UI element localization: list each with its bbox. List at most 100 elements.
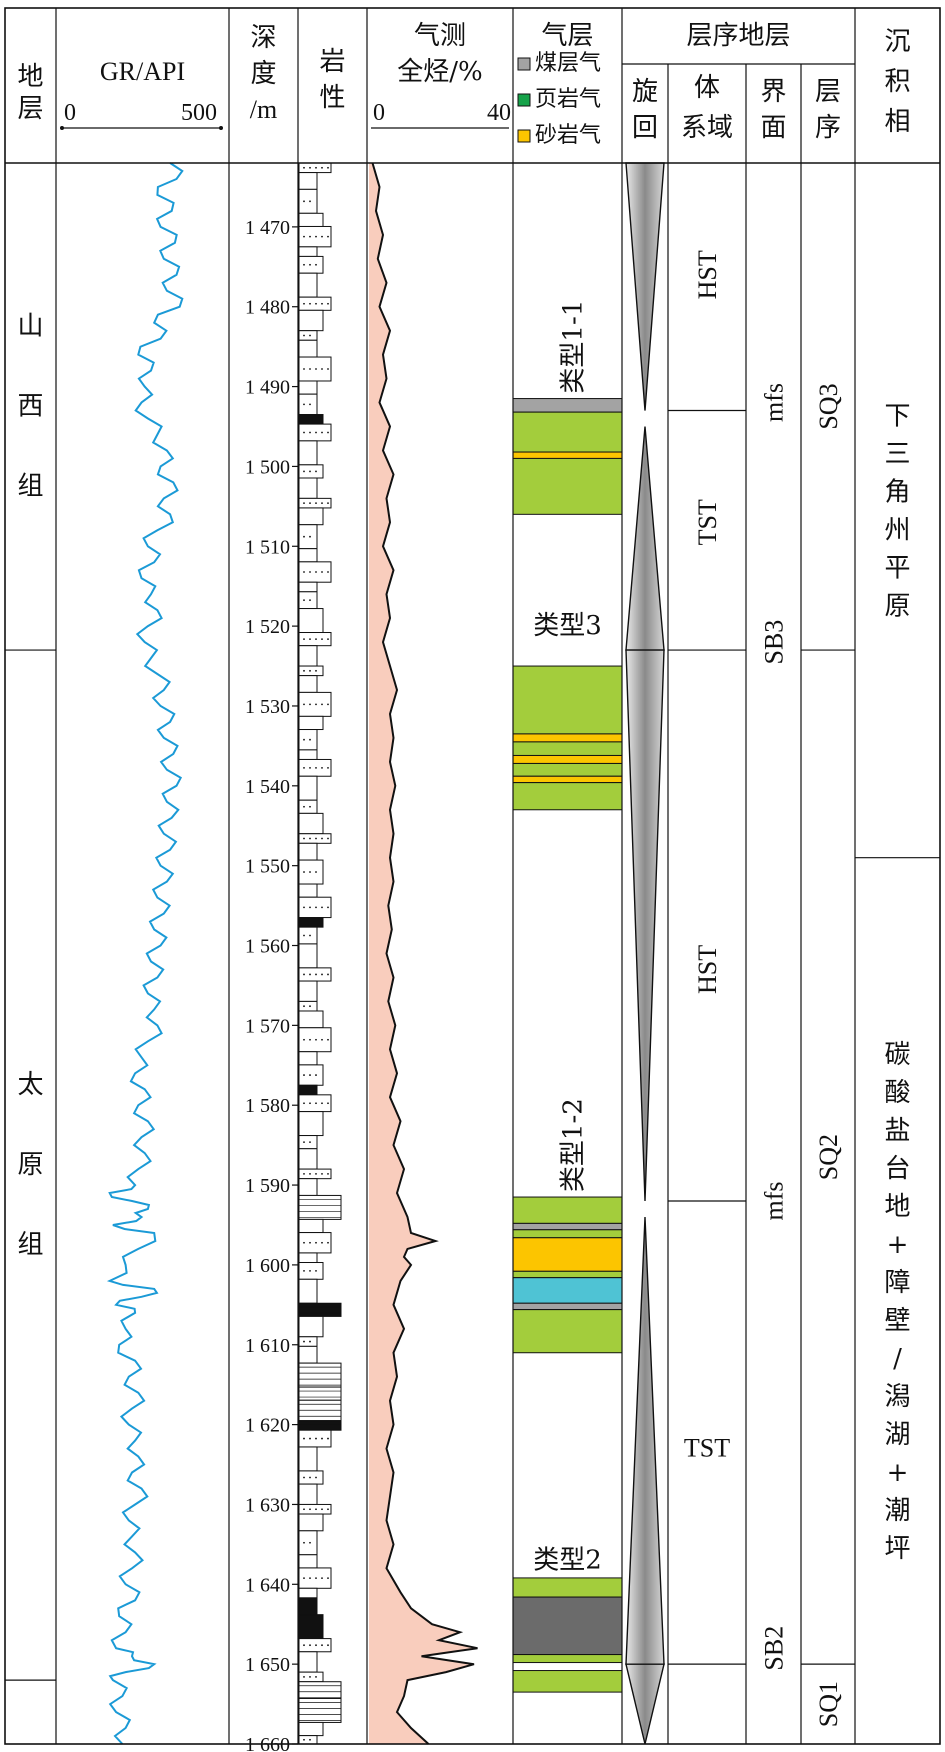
lithology-limestone xyxy=(298,1362,342,1388)
sand-dot xyxy=(303,431,305,434)
gas-layer-shale_gas xyxy=(512,665,623,735)
sand-dot xyxy=(309,638,311,640)
lithology-bed xyxy=(298,1278,318,1304)
sand-dot xyxy=(309,1437,311,1440)
cycle-triangle-up xyxy=(625,426,665,651)
sand-dot xyxy=(315,1577,317,1580)
formation-header: 地 xyxy=(17,62,43,92)
facies-char: 州 xyxy=(884,515,910,545)
lithology-bed xyxy=(298,1554,318,1569)
sand-dot xyxy=(303,973,305,976)
sand-dot xyxy=(303,1172,305,1175)
gas-layer-dark xyxy=(512,1596,623,1656)
sand-dot xyxy=(309,871,311,873)
sand-dot xyxy=(303,871,305,873)
facies-header: 沉 xyxy=(884,27,910,57)
sand-dot xyxy=(309,973,311,976)
sand-dot xyxy=(321,571,323,573)
interface-label: mfs xyxy=(760,1182,789,1221)
gas-layer-type-label: 类型3 xyxy=(533,611,602,641)
depth-header: /m xyxy=(250,95,277,124)
lithology-bed xyxy=(298,645,318,667)
sand-dot xyxy=(315,837,317,840)
sand-dot xyxy=(321,1241,323,1244)
sand-dot xyxy=(327,906,329,909)
gas-layer-shale_gas xyxy=(512,782,623,811)
sand-dot xyxy=(309,805,311,808)
depth-tick-label: 1 650 xyxy=(245,1654,290,1676)
depth-tick-label: 1 570 xyxy=(245,1015,290,1037)
gas-layer-sand_gas xyxy=(512,754,623,764)
facies-char: 角 xyxy=(884,477,910,507)
sand-dot xyxy=(309,502,311,505)
sand-dot xyxy=(309,368,311,370)
sand-dot xyxy=(303,1676,305,1678)
legend-label: 砂岩气 xyxy=(535,123,601,148)
depth-tick-label: 1 480 xyxy=(245,297,290,319)
lithology-bed xyxy=(298,1178,318,1196)
legend-swatch xyxy=(517,57,531,71)
sand-dot xyxy=(321,431,323,434)
sand-dot xyxy=(315,1676,317,1678)
gas-axis-max: 40 xyxy=(487,100,511,126)
sand-dot xyxy=(303,1644,305,1647)
depth-tick-label: 1 520 xyxy=(245,616,290,638)
sand-dot xyxy=(315,906,317,909)
sand-dot xyxy=(321,1644,323,1647)
depth-tick-label: 1 500 xyxy=(245,456,290,478)
facies-char: 壁 xyxy=(884,1306,910,1336)
formation-header: 层 xyxy=(17,94,43,124)
sand-dot xyxy=(309,431,311,434)
sand-dot xyxy=(309,302,311,305)
sand-dot xyxy=(327,302,329,305)
facies-char: + xyxy=(887,1230,909,1260)
lithology-bed xyxy=(298,842,318,861)
gr-axis-tick xyxy=(219,126,223,130)
cycle-header: 回 xyxy=(632,113,658,143)
interface-label: mfs xyxy=(760,383,789,422)
interface-label: SB2 xyxy=(760,1626,789,1671)
sand-dot xyxy=(303,403,305,406)
lithology-bed xyxy=(298,799,318,814)
lithology-bed xyxy=(298,272,318,298)
depth-tick-label: 1 600 xyxy=(245,1255,290,1277)
facies-char: 碳 xyxy=(884,1040,910,1070)
lithology-bed xyxy=(298,524,318,550)
lithology-bed xyxy=(298,212,324,227)
sand-dot xyxy=(309,334,311,337)
facies-char: 下 xyxy=(884,401,910,431)
lithology-bed xyxy=(298,729,318,751)
lithology-bed xyxy=(298,380,318,395)
sand-dot xyxy=(321,1172,323,1175)
gas-layer-coal xyxy=(512,1222,623,1231)
lithology-coal xyxy=(298,414,324,425)
lithology-bed xyxy=(298,1148,318,1170)
interface-label: SB3 xyxy=(760,620,789,665)
sand-dot xyxy=(321,1437,323,1440)
lithology-bed xyxy=(298,188,318,214)
sand-dot xyxy=(315,263,317,266)
sand-dot xyxy=(327,1102,329,1105)
sand-dot xyxy=(327,1437,329,1440)
lithology-bed xyxy=(298,1513,324,1532)
formation-name: 太 xyxy=(17,1070,43,1100)
cycle-triangle-down xyxy=(625,649,665,1202)
lithology-bed xyxy=(298,812,324,835)
facies-char: / xyxy=(893,1344,902,1374)
facies-char: 湖 xyxy=(884,1420,910,1450)
sequence-header: 层 xyxy=(815,77,841,107)
gas-layer-coal xyxy=(512,1302,623,1311)
lithology-bed xyxy=(298,1135,318,1150)
gas-area xyxy=(369,163,478,1744)
lithology-bed xyxy=(298,665,324,677)
sand-dot xyxy=(309,906,311,909)
sand-dot xyxy=(315,1241,317,1244)
lithology-bed xyxy=(298,1000,318,1012)
lithology-bed xyxy=(298,1252,318,1264)
gr-curve xyxy=(106,162,184,1745)
sand-dot xyxy=(303,1437,305,1440)
lithology-bed xyxy=(298,1218,324,1234)
lithology-header: 性 xyxy=(319,83,345,113)
sand-dot xyxy=(321,703,323,706)
